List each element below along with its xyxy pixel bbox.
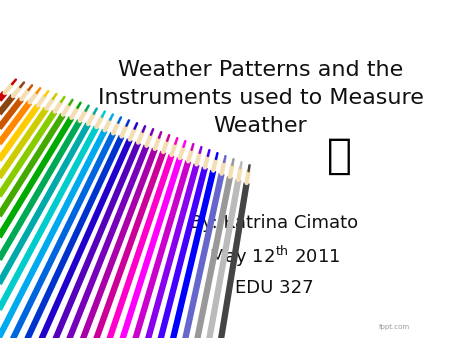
Text: Instruments used to Measure: Instruments used to Measure [98, 88, 423, 108]
Text: fppt.com: fppt.com [378, 324, 410, 330]
Text: EDU 327: EDU 327 [235, 279, 314, 297]
Text: By: Katrina Cimato: By: Katrina Cimato [190, 214, 359, 232]
Text: Weather Patterns and the: Weather Patterns and the [118, 60, 403, 80]
Text: Weather: Weather [214, 116, 307, 136]
Text: May 12$^{\mathregular{th}}$ 2011: May 12$^{\mathregular{th}}$ 2011 [209, 243, 340, 269]
Text: 🌪: 🌪 [327, 135, 352, 177]
